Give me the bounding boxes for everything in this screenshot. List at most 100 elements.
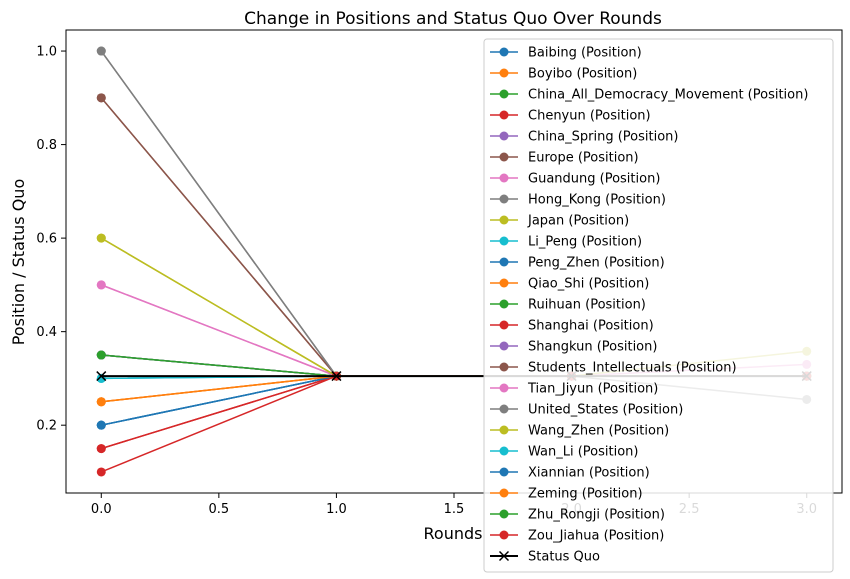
legend-marker-13 (499, 320, 509, 330)
legend-marker-7 (499, 194, 509, 204)
legend-item-23: Zou_Jiahua (Position) (490, 529, 664, 544)
legend-item-1: Boyibo (Position) (490, 67, 637, 82)
legend-marker-24-b (498, 550, 510, 562)
data-point-18-0 (96, 233, 106, 243)
legend-label-5: Europe (Position) (528, 151, 639, 166)
legend-label-2: China_All_Democracy_Movement (Position) (528, 88, 808, 103)
legend-marker-5 (499, 152, 509, 162)
legend-item-7: Hong_Kong (Position) (490, 193, 666, 208)
legend-marker-4 (499, 131, 509, 141)
legend-label-13: Shanghai (Position) (528, 319, 654, 334)
y-tick-label-3: 0.8 (36, 138, 57, 153)
legend-label-21: Zeming (Position) (528, 487, 643, 502)
legend-marker-6 (499, 173, 509, 183)
legend-marker-17 (499, 404, 509, 414)
legend-label-15: Students_Intellectuals (Position) (528, 361, 737, 376)
legend-item-15: Students_Intellectuals (Position) (490, 361, 737, 376)
legend-item-24: Status Quo (490, 550, 600, 565)
data-point-17-0 (96, 46, 106, 56)
legend-item-0: Baibing (Position) (490, 46, 642, 61)
legend-label-24: Status Quo (528, 550, 600, 565)
legend-label-4: China_Spring (Position) (528, 130, 678, 145)
legend-marker-15 (499, 362, 509, 372)
legend-item-18: Wang_Zhen (Position) (490, 424, 669, 439)
legend-item-2: China_All_Democracy_Movement (Position) (490, 88, 808, 103)
legend-item-5: Europe (Position) (490, 151, 639, 166)
y-axis-label: Position / Status Quo (9, 179, 28, 345)
legend-marker-19 (499, 446, 509, 456)
x-tick-label-3: 1.5 (444, 502, 465, 517)
legend-marker-14 (499, 341, 509, 351)
legend-label-18: Wang_Zhen (Position) (528, 424, 669, 439)
legend-item-12: Ruihuan (Position) (490, 298, 646, 313)
legend-item-19: Wan_Li (Position) (490, 445, 638, 460)
data-point-15-0 (96, 93, 106, 103)
legend-marker-1 (499, 68, 509, 78)
legend-marker-8 (499, 215, 509, 225)
legend-label-19: Wan_Li (Position) (528, 445, 638, 460)
data-point-21-0 (96, 397, 106, 407)
x-tick-label-2: 1.0 (326, 502, 347, 517)
legend-item-6: Guandung (Position) (490, 172, 660, 187)
legend-marker-23 (499, 530, 509, 540)
legend-marker-20 (499, 467, 509, 477)
legend-marker-16 (499, 383, 509, 393)
legend-label-23: Zou_Jiahua (Position) (528, 529, 664, 544)
x-tick-label-0: 0.0 (91, 502, 112, 517)
legend-marker-24 (498, 550, 510, 562)
data-point-24-1 (331, 371, 342, 382)
legend-label-3: Chenyun (Position) (528, 109, 651, 124)
legend-marker-2 (499, 89, 509, 99)
legend: Baibing (Position) Boyibo (Position) China… (483, 38, 834, 573)
legend-label-20: Xiannian (Position) (528, 466, 650, 481)
y-axis: 0.2 0.4 0.6 0.8 1.0 (36, 45, 66, 434)
legend-item-9: Li_Peng (Position) (490, 235, 642, 250)
y-tick-label-4: 1.0 (36, 45, 57, 60)
legend-item-20: Xiannian (Position) (490, 466, 650, 481)
legend-label-9: Li_Peng (Position) (528, 235, 642, 250)
legend-label-1: Boyibo (Position) (528, 67, 637, 82)
legend-item-16: Tian_Jiyun (Position) (490, 382, 658, 397)
data-point-24-1-b (331, 371, 342, 382)
data-point-20-0 (96, 420, 106, 430)
legend-label-8: Japan (Position) (527, 214, 629, 229)
data-point-24-0 (96, 371, 107, 382)
legend-item-21: Zeming (Position) (490, 487, 643, 502)
legend-item-11: Qiao_Shi (Position) (490, 277, 649, 292)
legend-label-14: Shangkun (Position) (528, 340, 657, 355)
data-point-24-0-b (96, 371, 107, 382)
legend-marker-3 (499, 110, 509, 120)
data-point-16-0 (96, 280, 106, 290)
legend-marker-10 (499, 257, 509, 267)
legend-marker-11 (499, 278, 509, 288)
legend-item-17: United_States (Position) (490, 403, 683, 418)
legend-item-14: Shangkun (Position) (490, 340, 657, 355)
x-tick-label-1: 0.5 (209, 502, 230, 517)
legend-marker-12 (499, 299, 509, 309)
x-axis-label: Rounds (424, 524, 483, 543)
legend-item-10: Peng_Zhen (Position) (490, 256, 665, 271)
legend-marker-0 (499, 47, 509, 57)
y-tick-label-2: 0.6 (36, 232, 57, 247)
data-point-23-0 (96, 467, 106, 477)
legend-label-11: Qiao_Shi (Position) (528, 277, 649, 292)
legend-label-0: Baibing (Position) (528, 46, 642, 61)
legend-label-22: Zhu_Rongji (Position) (528, 508, 665, 523)
y-tick-label-1: 0.4 (36, 325, 57, 340)
legend-label-12: Ruihuan (Position) (528, 298, 646, 313)
data-point-13-0 (96, 444, 106, 454)
legend-item-3: Chenyun (Position) (490, 109, 651, 124)
legend-item-8: Japan (Position) (490, 214, 629, 229)
legend-label-7: Hong_Kong (Position) (528, 193, 666, 208)
y-tick-label-0: 0.2 (36, 419, 57, 434)
legend-item-4: China_Spring (Position) (490, 130, 678, 145)
legend-marker-21 (499, 488, 509, 498)
chart-title: Change in Positions and Status Quo Over … (244, 9, 662, 29)
legend-label-10: Peng_Zhen (Position) (528, 256, 665, 271)
legend-label-16: Tian_Jiyun (Position) (527, 382, 658, 397)
legend-item-13: Shanghai (Position) (490, 319, 654, 334)
legend-marker-22 (499, 509, 509, 519)
legend-marker-18 (499, 425, 509, 435)
legend-item-22: Zhu_Rongji (Position) (490, 508, 665, 523)
